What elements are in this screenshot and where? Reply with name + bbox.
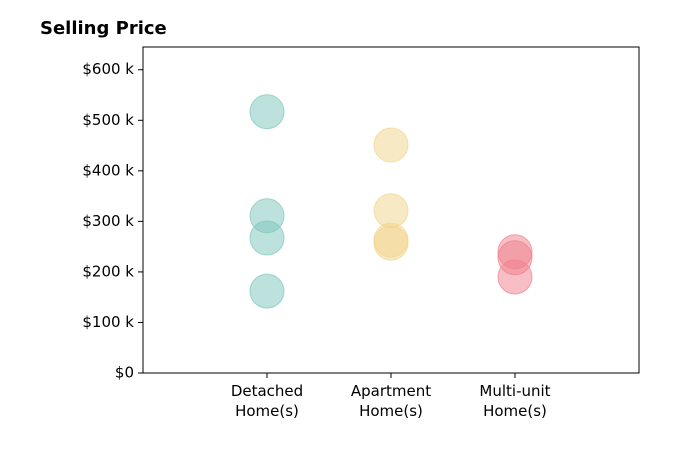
y-tick-label: $0 xyxy=(115,364,134,382)
point xyxy=(249,273,285,309)
y-tick-label: $400 k xyxy=(82,161,134,179)
point xyxy=(373,225,409,261)
point xyxy=(373,127,409,163)
x-tick-label: Multi-unit Home(s) xyxy=(479,382,551,420)
y-tick-label: $200 k xyxy=(82,262,134,280)
y-tick-label: $100 k xyxy=(82,313,134,331)
y-tick-label: $300 k xyxy=(82,212,134,230)
x-tick-label: Apartment Home(s) xyxy=(350,382,432,420)
point xyxy=(249,94,285,130)
x-tick-label: Detached Home(s) xyxy=(230,382,304,420)
point xyxy=(497,259,533,295)
point xyxy=(249,220,285,256)
chart-title: Selling Price xyxy=(40,18,167,39)
y-tick-label: $500 k xyxy=(82,111,134,129)
y-tick-label: $600 k xyxy=(82,60,134,78)
